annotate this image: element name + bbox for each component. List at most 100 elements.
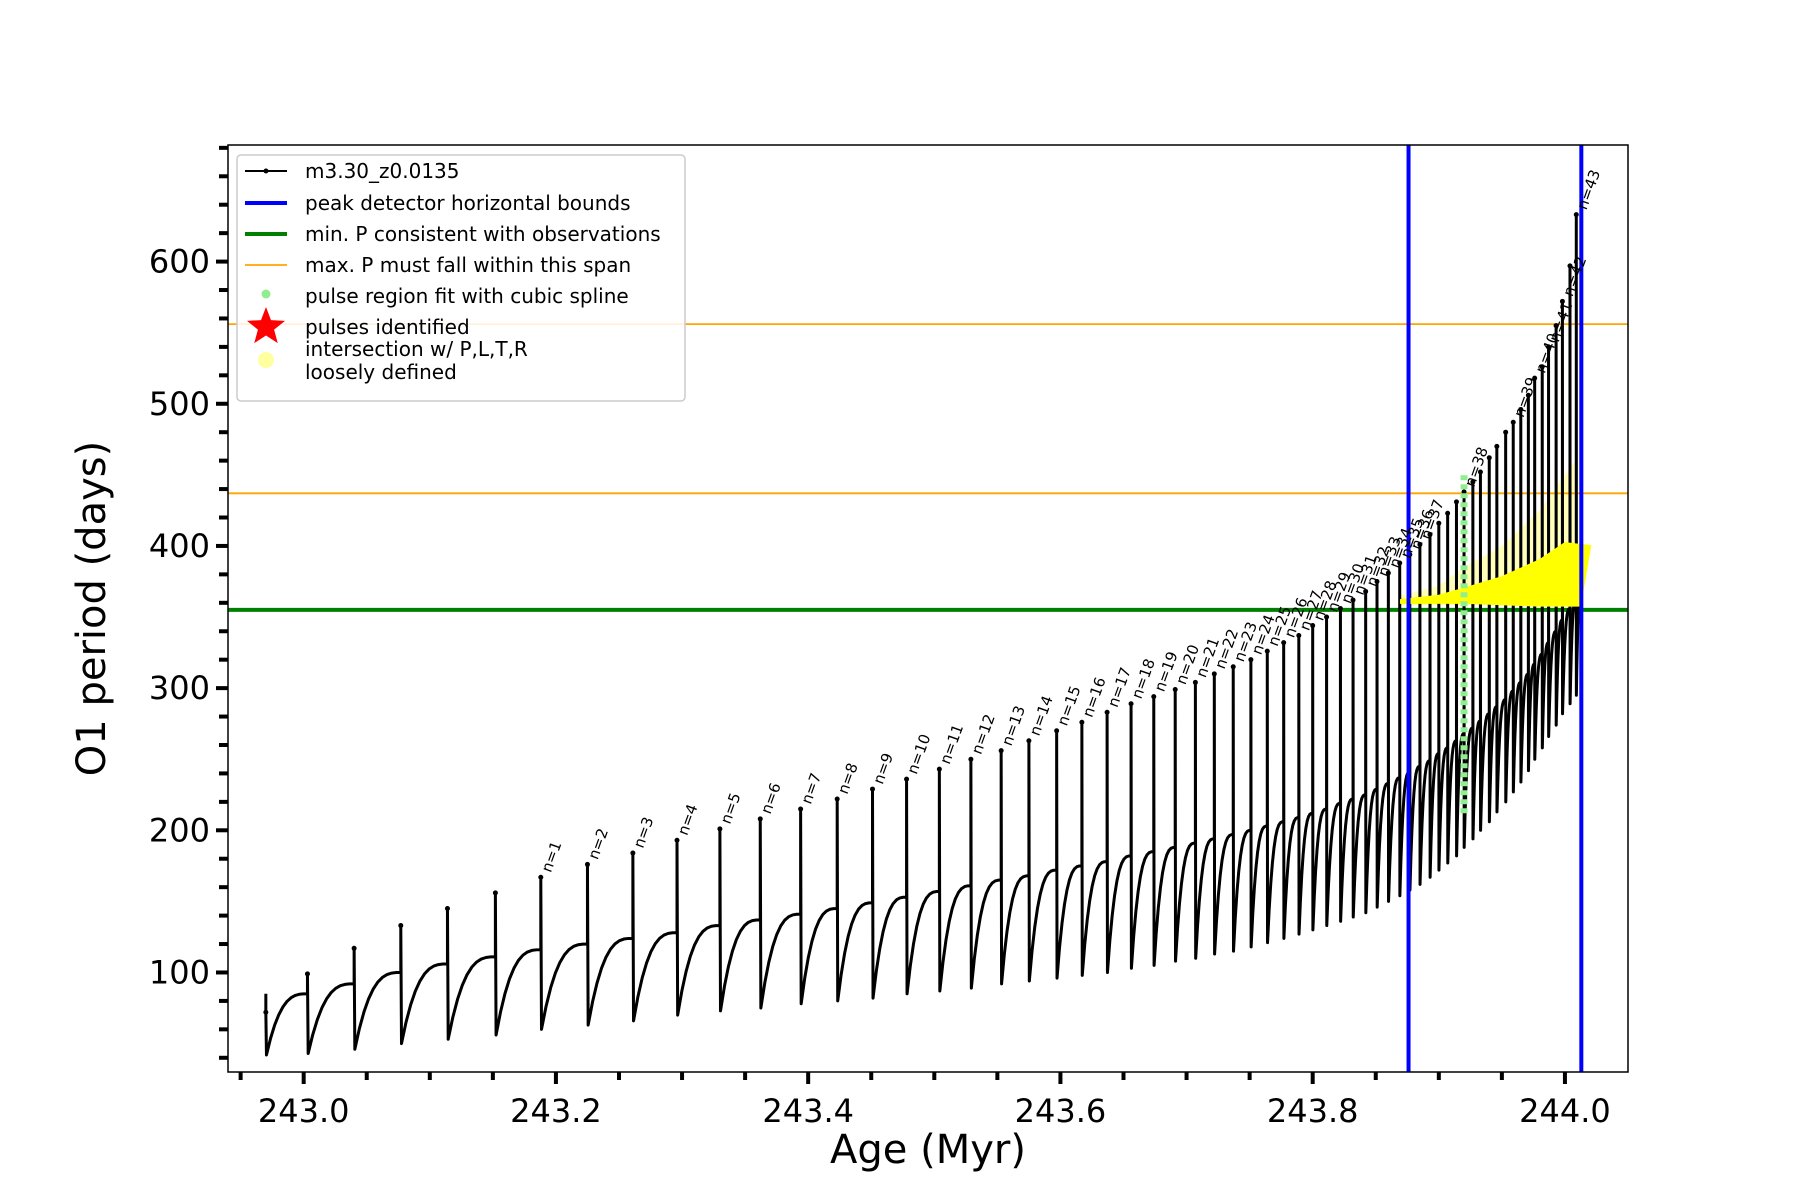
pulse-label: n=13 [998, 703, 1029, 748]
pulse-peak-point [1026, 738, 1032, 744]
pulse-label: n=39 [1510, 375, 1541, 420]
pulse-peak-point [398, 923, 404, 929]
pulse-peak-point [1385, 570, 1391, 576]
pulse-peak-point [1546, 344, 1552, 350]
pulse-peak-point [834, 796, 840, 802]
pulse-label: n=43 [1573, 167, 1604, 212]
pulse-peak-point [757, 816, 763, 822]
pulse-peak-point [1151, 694, 1157, 700]
pulse-peak-point [304, 971, 310, 977]
pulse-label: n=2 [584, 826, 612, 862]
pulse-peak-point [1539, 364, 1545, 370]
y-tick-label: 200 [149, 811, 210, 849]
pulse-label: n=7 [797, 770, 825, 806]
y-tick-label: 600 [149, 243, 210, 281]
pulse-peak-point [1211, 671, 1217, 677]
legend-label-line: loosely defined [305, 360, 457, 384]
legend-handle-circle [258, 352, 274, 368]
pulse-peak-point [674, 837, 680, 843]
x-tick-label: 243.6 [1015, 1092, 1107, 1130]
pulse-label: n=9 [869, 751, 897, 787]
legend-handle-star [246, 307, 286, 344]
pulse-peak-point [1453, 499, 1459, 505]
legend-label: pulses identified [305, 315, 470, 339]
x-axis-title: Age (Myr) [830, 1127, 1026, 1173]
y-tick-label: 300 [149, 669, 210, 707]
legend-label-line: pulse region fit with cubic spline [305, 284, 629, 308]
pulse-peak-point [1363, 588, 1369, 594]
pulse-peak-point [1436, 520, 1442, 526]
x-tick-label: 243.0 [258, 1092, 350, 1130]
pulse-peak-point [1264, 648, 1270, 654]
pulse-peak-point [1079, 719, 1085, 725]
pulse-peak-point [1532, 375, 1538, 381]
pulse-peak-point [1350, 597, 1356, 603]
pulse-peak-point [584, 861, 590, 867]
pulse-peak-point [798, 806, 804, 812]
pulse-peak-point [1445, 510, 1451, 516]
pulse-peak-point [1310, 623, 1316, 629]
pulse-label: n=38 [1461, 444, 1492, 489]
pulse-peak-point [351, 945, 357, 951]
legend-label: m3.30_z0.0135 [305, 159, 460, 183]
pulse-label: n=8 [834, 761, 862, 797]
pulse-peak-point [1104, 709, 1110, 715]
pulse-peak-point [1470, 479, 1476, 485]
legend-label: min. P consistent with observations [305, 222, 661, 246]
legend-handle-dot [261, 289, 271, 299]
pulse-peak-point [1525, 392, 1531, 398]
intersection-region [1399, 542, 1592, 607]
x-tick-label: 244.0 [1519, 1092, 1611, 1130]
legend-box [236, 154, 686, 402]
axis-ticks: 243.0 243.2 243.4 243.6 243.8 244.0 100 200 300 4… [149, 145, 1611, 1130]
pulse-peak-point [870, 786, 876, 792]
legend-label-line: peak detector horizontal bounds [305, 191, 631, 215]
pulse-peak-point [904, 776, 910, 782]
legend-label-line: max. P must fall within this span [305, 253, 631, 277]
legend-label-line: m3.30_z0.0135 [305, 159, 460, 183]
pulse-peak-point [492, 890, 498, 896]
legend-label: max. P must fall within this span [305, 253, 631, 277]
pulse-label: n=10 [903, 732, 934, 777]
pulse-peak-point [1518, 406, 1524, 412]
pulse-peak-point [998, 748, 1004, 754]
pulse-peak-point [263, 1009, 269, 1015]
pulse-peak-point [538, 874, 544, 880]
pulse-peak-point [1248, 657, 1254, 663]
y-tick-label: 100 [149, 953, 210, 991]
pulse-label: n=1 [538, 839, 566, 875]
pulse-label: n=5 [717, 790, 745, 826]
pulse-peak-point [1281, 640, 1287, 646]
y-tick-label: 500 [149, 385, 210, 423]
plot-frame [227, 144, 1629, 1073]
pulse-peak-point [1461, 489, 1467, 495]
pulse-peak-point [1337, 606, 1343, 611]
pulse-label: n=11 [936, 722, 967, 767]
y-axis-title: O1 period (days) [69, 441, 115, 776]
pulse-peak-point [1486, 455, 1492, 461]
pulse-peak-point [1553, 323, 1559, 329]
pulse-peak-point [1494, 443, 1500, 449]
pulse-peak-point [936, 766, 942, 772]
x-tick-label: 243.8 [1267, 1092, 1359, 1130]
pulse-label: n=6 [757, 780, 785, 816]
pulse-peak-point [1230, 664, 1236, 670]
pulse-label: n=4 [674, 802, 702, 838]
legend-label-line: min. P consistent with observations [305, 222, 661, 246]
pulse-label: n=12 [968, 712, 999, 757]
pulse-peak-point [1192, 679, 1198, 685]
pulse-peak-point [1324, 614, 1330, 620]
pulse-label: n=41 [1545, 299, 1576, 344]
pulse-peak-point [444, 905, 450, 911]
pulse-peak-point [1559, 298, 1565, 304]
pulse-peak-point [1567, 263, 1573, 269]
y-tick-label: 400 [149, 527, 210, 565]
legend-label: peak detector horizontal bounds [305, 191, 631, 215]
pulse-peak-point [1427, 532, 1433, 538]
pulse-peak-point [968, 756, 974, 762]
series-lines [263, 212, 1592, 1057]
pulse-label: n=14 [1026, 693, 1057, 738]
pulse-peak-point [1128, 701, 1134, 707]
